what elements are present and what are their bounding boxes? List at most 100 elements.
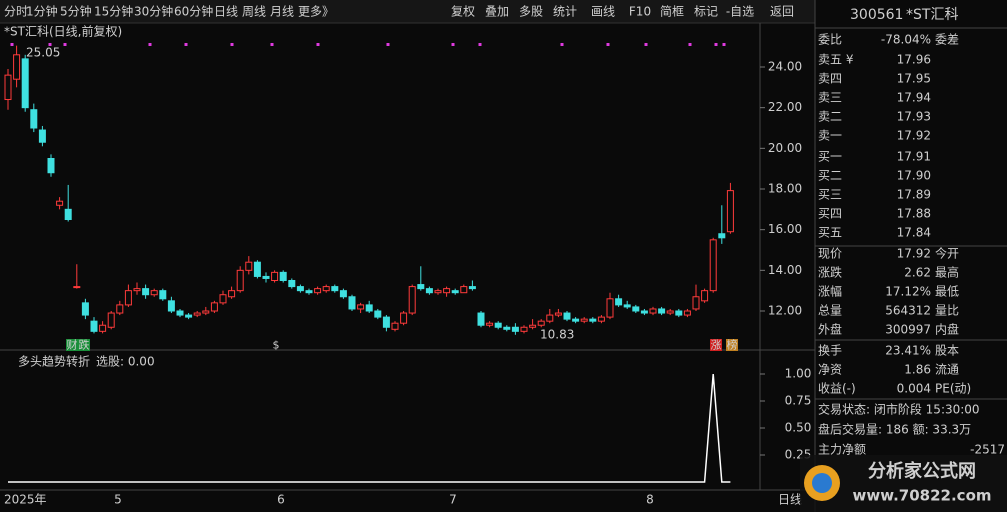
candle-body: [21, 58, 29, 109]
watermark-title: 分析家公式网: [868, 460, 976, 482]
period-tab[interactable]: 30分钟: [134, 4, 173, 19]
row-value: 300997: [885, 323, 931, 337]
candle-body: [434, 290, 442, 294]
indicator-tick-label: 1.00: [785, 367, 812, 381]
candle-body: [580, 318, 588, 322]
row-label: PE(动): [935, 382, 971, 396]
period-tab[interactable]: 5分钟: [60, 4, 92, 19]
period-tab[interactable]: 月线: [270, 5, 294, 19]
candle-body: [262, 275, 270, 279]
period-tab[interactable]: 1分钟: [26, 4, 58, 19]
candle-body: [219, 294, 227, 304]
signal-dot: [270, 43, 274, 46]
row-label: 收益(-): [818, 382, 856, 396]
row-value: 17.12%: [885, 285, 931, 299]
signal-dot: [316, 43, 320, 46]
row-label: 最低: [935, 285, 959, 299]
candle-body: [572, 318, 580, 322]
candle-body: [391, 322, 399, 330]
period-tab[interactable]: 周线: [242, 5, 266, 19]
candle-body: [400, 312, 408, 324]
row-label: 委比: [818, 33, 842, 47]
tool-button[interactable]: 统计: [553, 5, 577, 19]
row-label: 量比: [935, 304, 959, 318]
row-label: 外盘: [818, 322, 842, 337]
low-label: 10.83: [540, 328, 574, 342]
tool-button[interactable]: -自选: [726, 5, 754, 19]
candle-body: [709, 239, 717, 292]
row-label: 买四: [818, 207, 842, 221]
candle-body: [520, 326, 528, 332]
signal-dot: [230, 43, 234, 46]
tool-button[interactable]: 简框: [660, 5, 684, 19]
candle-body: [417, 284, 425, 290]
toolbar: [0, 0, 815, 23]
candle-body: [279, 271, 287, 281]
badge: 涨: [711, 339, 722, 352]
candle-body: [632, 306, 640, 312]
signal-dot: [10, 43, 14, 46]
price-tick-label: 20.00: [768, 141, 802, 155]
candle-body: [683, 310, 691, 316]
period-label: 日线: [778, 493, 802, 507]
candle-body: [460, 286, 468, 294]
candle-body: [90, 320, 98, 332]
badge: 财: [67, 338, 78, 352]
candle-body: [408, 286, 416, 314]
candle-body: [210, 302, 218, 312]
candle-body: [718, 233, 726, 239]
row-label: 买五: [818, 226, 842, 240]
stock-code: 300561: [850, 7, 903, 23]
tool-button[interactable]: 复权: [451, 5, 475, 19]
row-label: 股本: [935, 344, 959, 358]
candle-body: [245, 261, 253, 271]
period-tab[interactable]: 15分钟: [94, 4, 133, 19]
row-value: 17.88: [897, 207, 931, 221]
row-value: 17.95: [897, 72, 931, 86]
candle-body: [322, 286, 330, 292]
period-tab[interactable]: 60分钟: [174, 4, 213, 19]
row-label: 现价: [818, 247, 842, 261]
row-value: 0.004: [897, 382, 931, 396]
candle-body: [365, 304, 373, 312]
period-tab[interactable]: 日线: [214, 5, 238, 19]
month-label: 7: [449, 493, 457, 507]
tool-button[interactable]: 叠加: [485, 5, 509, 19]
row-label: 买三: [818, 188, 842, 202]
candle-body: [30, 109, 38, 129]
tool-button[interactable]: F10: [629, 5, 651, 19]
candle-body: [81, 302, 89, 316]
status-line: 盘后交易量: 186 额: 33.3万: [818, 422, 971, 437]
candle-body: [615, 298, 623, 306]
row-value: 23.41%: [885, 344, 931, 358]
row-label: 卖三: [818, 91, 842, 105]
year-label: 2025年: [4, 493, 47, 507]
candle-body: [623, 304, 631, 308]
status-line: 主力净额: [818, 443, 866, 457]
candle-body: [494, 322, 502, 328]
row-label: 换手: [818, 344, 842, 358]
candle-body: [486, 322, 494, 326]
tool-button[interactable]: 标记: [694, 5, 718, 19]
candle-body: [701, 290, 709, 302]
period-tab[interactable]: 分时: [4, 5, 28, 19]
signal-dot: [63, 43, 67, 46]
row-value: 17.89: [897, 188, 931, 202]
row-value: 17.92: [897, 129, 931, 143]
indicator-line: [8, 373, 731, 483]
candle-body: [64, 208, 72, 220]
candle-body: [692, 296, 700, 310]
tool-button[interactable]: 多股: [519, 5, 543, 19]
period-tab[interactable]: 更多》: [298, 5, 334, 19]
candle-body: [202, 310, 210, 314]
tool-button[interactable]: 画线: [591, 5, 615, 19]
candle-body: [228, 290, 236, 298]
row-label: 委差: [935, 33, 959, 47]
row-value: 17.94: [897, 91, 931, 105]
tool-button[interactable]: 返回: [770, 5, 794, 19]
candle-body: [511, 326, 519, 332]
candle-body: [649, 308, 657, 314]
